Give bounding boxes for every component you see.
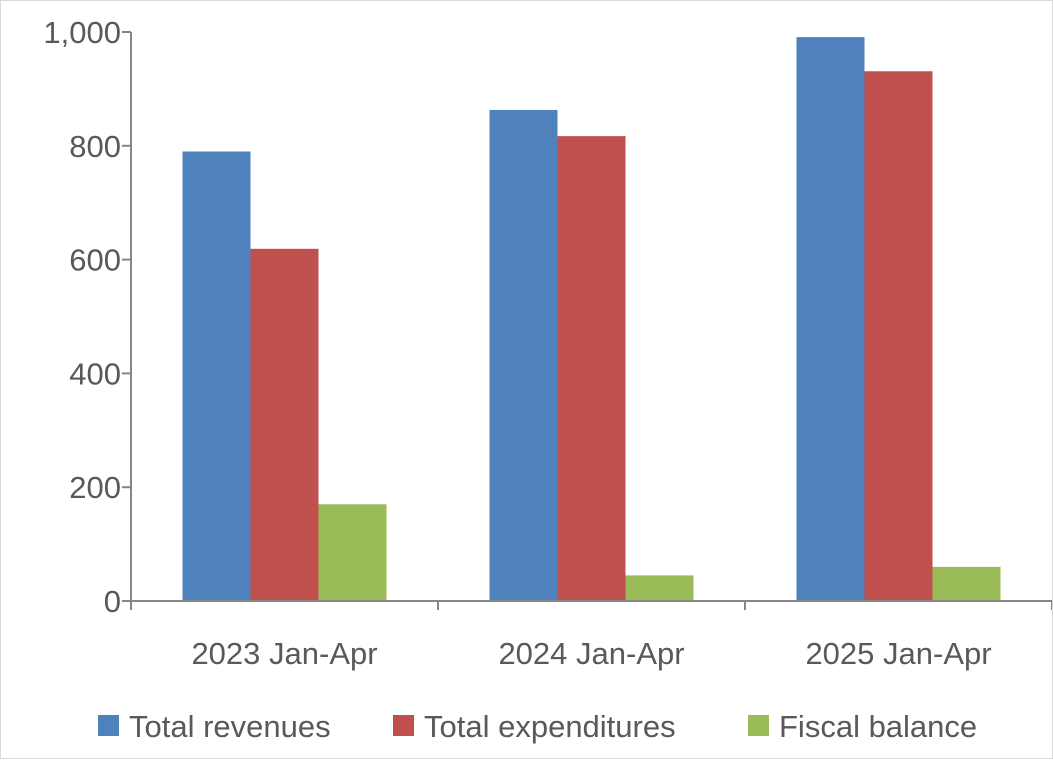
bar-total-expenditures xyxy=(864,71,933,602)
y-tick-label: 600 xyxy=(69,243,121,278)
legend-label: Fiscal balance xyxy=(779,709,977,744)
x-category-label: 2023 Jan-Apr xyxy=(191,636,377,671)
legend-label: Total revenues xyxy=(129,709,331,744)
bars xyxy=(182,37,1001,602)
legend-label: Total expenditures xyxy=(424,709,676,744)
bar-fiscal-balance xyxy=(318,504,387,601)
x-category-label: 2025 Jan-Apr xyxy=(805,636,991,671)
y-tick-label: 800 xyxy=(69,129,121,164)
y-tick-label: 400 xyxy=(69,356,121,391)
y-tick-label: 0 xyxy=(104,584,121,619)
bar-fiscal-balance xyxy=(625,575,694,601)
bar-total-expenditures xyxy=(557,136,626,601)
legend-swatch xyxy=(393,715,414,736)
x-category-label: 2024 Jan-Apr xyxy=(498,636,684,671)
bar-total-revenues xyxy=(489,109,558,601)
y-tick-label: 1,000 xyxy=(43,15,121,50)
legend-swatch xyxy=(748,715,769,736)
bar-fiscal-balance xyxy=(932,566,1001,601)
legend: Total revenues Total expenditures Fiscal b… xyxy=(98,709,977,744)
legend-swatch xyxy=(98,715,119,736)
y-axis: 0 200 400 600 800 1,000 xyxy=(43,15,132,619)
bar-total-revenues xyxy=(796,37,865,602)
bar-total-expenditures xyxy=(250,248,319,601)
bar-total-revenues xyxy=(182,151,251,602)
x-axis: 2023 Jan-Apr 2024 Jan-Apr 2025 Jan-Apr xyxy=(130,600,1053,671)
y-tick-label: 200 xyxy=(69,470,121,505)
